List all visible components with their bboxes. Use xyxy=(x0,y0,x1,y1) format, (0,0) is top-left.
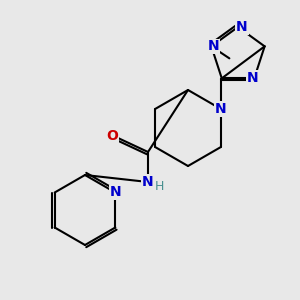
Text: N: N xyxy=(110,185,121,200)
Text: N: N xyxy=(215,102,227,116)
Text: N: N xyxy=(208,39,219,53)
Text: N: N xyxy=(142,175,154,189)
Text: N: N xyxy=(247,71,258,85)
Text: N: N xyxy=(236,20,248,34)
Text: H: H xyxy=(154,181,164,194)
Text: O: O xyxy=(106,129,118,143)
